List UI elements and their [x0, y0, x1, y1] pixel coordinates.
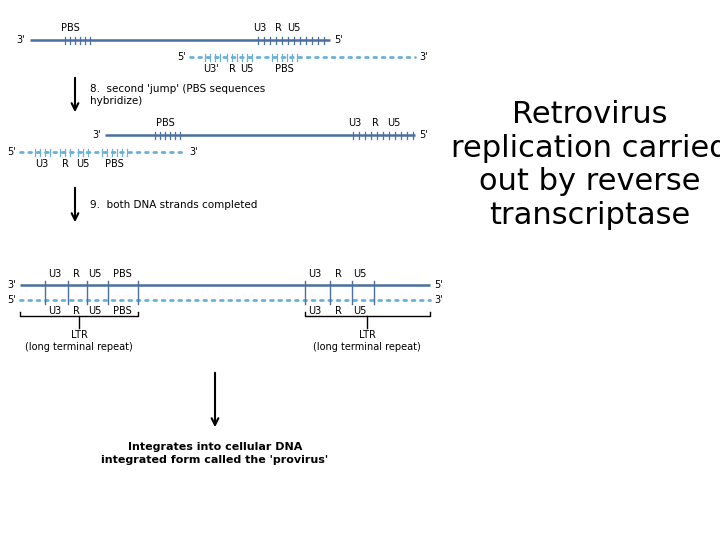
Text: 3': 3' — [434, 295, 443, 305]
Text: U5: U5 — [89, 306, 102, 316]
Text: PBS: PBS — [104, 159, 123, 169]
Text: PBS: PBS — [60, 23, 79, 33]
Text: U3: U3 — [48, 269, 62, 279]
Text: 3': 3' — [7, 280, 16, 290]
Text: PBS: PBS — [274, 64, 293, 74]
Text: 5': 5' — [419, 130, 428, 140]
Text: LTR
(long terminal repeat): LTR (long terminal repeat) — [313, 330, 421, 352]
Text: U5: U5 — [354, 306, 366, 316]
Text: U3: U3 — [308, 269, 322, 279]
Text: 3': 3' — [419, 52, 428, 62]
Text: U5: U5 — [76, 159, 90, 169]
Text: U3: U3 — [48, 306, 62, 316]
Text: integrated form called the 'provirus': integrated form called the 'provirus' — [102, 455, 328, 465]
Text: R: R — [73, 306, 79, 316]
Text: U5: U5 — [240, 64, 253, 74]
Text: R: R — [274, 23, 282, 33]
Text: R: R — [73, 269, 79, 279]
Text: 8.  second 'jump' (PBS sequences
hybridize): 8. second 'jump' (PBS sequences hybridiz… — [90, 84, 265, 106]
Text: U3: U3 — [253, 23, 266, 33]
Text: 3': 3' — [189, 147, 197, 157]
Text: U3: U3 — [308, 306, 322, 316]
Text: Retrovirus
replication carried
out by reverse
transcriptase: Retrovirus replication carried out by re… — [451, 100, 720, 230]
Text: U5: U5 — [287, 23, 301, 33]
Text: U3: U3 — [348, 118, 361, 128]
Text: PBS: PBS — [112, 306, 131, 316]
Text: R: R — [372, 118, 379, 128]
Text: U5: U5 — [354, 269, 366, 279]
Text: 5': 5' — [334, 35, 343, 45]
Text: 5': 5' — [177, 52, 186, 62]
Text: 5': 5' — [7, 295, 16, 305]
Text: 3': 3' — [92, 130, 101, 140]
Text: 5': 5' — [7, 147, 16, 157]
Text: 9.  both DNA strands completed: 9. both DNA strands completed — [90, 200, 257, 210]
Text: Integrates into cellular DNA: Integrates into cellular DNA — [128, 442, 302, 452]
Text: 5': 5' — [434, 280, 443, 290]
Text: U5: U5 — [89, 269, 102, 279]
Text: PBS: PBS — [156, 118, 174, 128]
Text: 3': 3' — [17, 35, 25, 45]
Text: LTR
(long terminal repeat): LTR (long terminal repeat) — [25, 330, 133, 352]
Text: R: R — [228, 64, 235, 74]
Text: U3': U3' — [203, 64, 219, 74]
Text: U3: U3 — [35, 159, 49, 169]
Text: R: R — [335, 269, 341, 279]
Text: R: R — [62, 159, 68, 169]
Text: U5: U5 — [387, 118, 401, 128]
Text: PBS: PBS — [112, 269, 131, 279]
Text: R: R — [335, 306, 341, 316]
